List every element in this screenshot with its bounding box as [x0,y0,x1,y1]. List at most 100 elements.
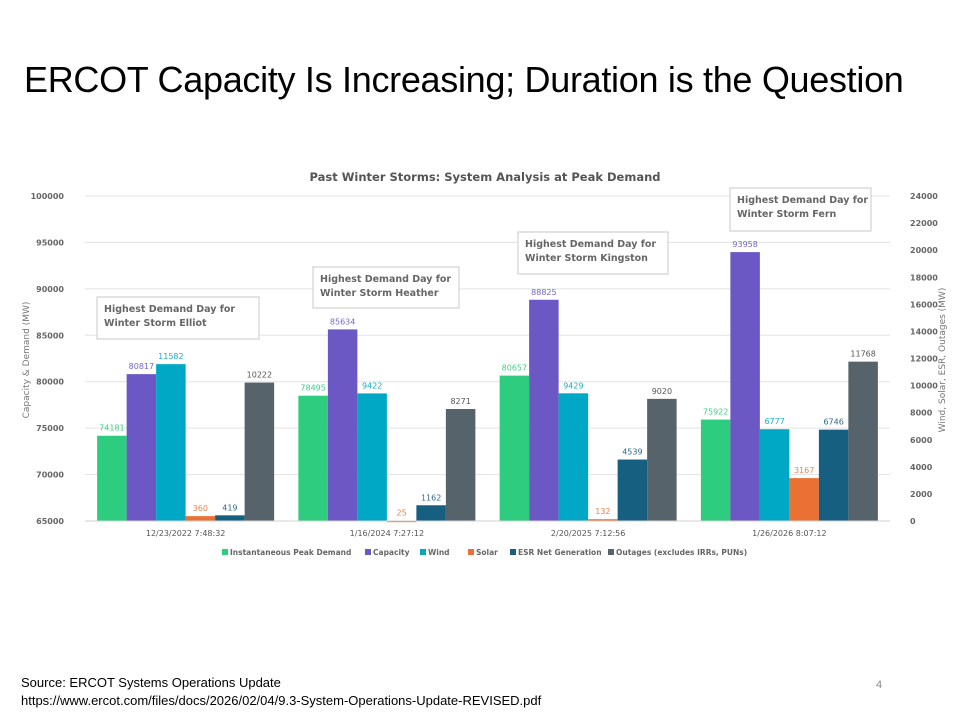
annotation-line2: Winter Storm Heather [320,288,439,299]
legend-label: Outages (excludes IRRs, PUNs) [616,548,747,557]
data-label: 93958 [732,240,757,249]
legend-item: Capacity [365,548,410,557]
legend-label: Solar [476,548,498,557]
annotation-frame [312,266,460,309]
y2-tick-label: 24000 [910,192,938,201]
y2-tick-label: 10000 [910,382,938,391]
annotation-line2: Winter Storm Elliot [104,318,207,329]
data-label: 80817 [129,362,154,371]
data-label: 78495 [300,384,325,393]
data-label: 4539 [622,448,642,457]
bar-instantaneous-peak-demand [700,419,731,521]
y2-tick-label: 16000 [910,300,938,309]
data-label: 75922 [703,408,728,417]
bar-outages-excludes-irrs-puns- [848,361,878,521]
y2-tick-label: 6000 [910,436,933,445]
annotation-line1: Highest Demand Day for [104,304,235,315]
y-axis-right: 0 2000 4000 6000 8000 10000 12000 14000 16000 180… [910,192,938,526]
source-url[interactable]: https://www.ercot.com/files/docs/2026/02… [21,693,542,708]
y-axis-left: 65000 70000 75000 80000 85000 90000 95000 10000… [31,192,65,526]
legend-swatch [608,549,614,555]
legend-label: Instantaneous Peak Demand [230,548,351,557]
data-label: 8271 [450,397,470,406]
bar-instantaneous-peak-demand [97,435,127,521]
y2-tick-label: 0 [910,517,916,526]
annotation-frame [729,187,872,232]
chart-container: Past Winter Storms: System Analysis at P… [0,160,960,570]
legend-item: Outages (excludes IRRs, PUNs) [608,548,747,557]
y-tick-label: 65000 [36,517,64,526]
legend-swatch [468,549,474,555]
annotation-line2: Winter Storm Kingston [525,253,648,264]
x-axis: 12/23/2022 7:48:32 1/16/2024 7:27:12 2/20/… [85,520,890,538]
annotation-line1: Highest Demand Day for [320,274,451,285]
legend-swatch [510,549,516,555]
page-number: 4 [876,679,883,691]
legend: Instantaneous Peak Demand Capacity Wind Sol… [222,548,747,557]
bar-chart: Past Winter Storms: System Analysis at P… [22,170,948,557]
bar-solar [185,516,216,521]
annotation-line1: Highest Demand Day for [525,239,656,250]
annotation-box: Highest Demand Day for Winter Storm Heath… [312,266,460,309]
y-axis-right-title: Wind, Solar, ESR, Outages (MW) [938,288,948,433]
data-label: 80657 [502,364,527,373]
legend-swatch [420,549,426,555]
bar-capacity [730,252,760,521]
bar-wind [156,364,186,521]
y2-tick-label: 20000 [910,246,938,255]
legend-item: Instantaneous Peak Demand [222,548,351,557]
data-label: 3167 [794,466,814,475]
bar-outages-excludes-irrs-puns- [445,408,476,521]
y-tick-label: 85000 [36,331,64,340]
bar-esr-net-generation [818,429,849,521]
bar-esr-net-generation [215,515,245,521]
legend-label: Capacity [373,548,410,557]
annotation-line2: Winter Storm Fern [737,209,837,220]
annotation-box: Highest Demand Day for Winter Storm Kings… [517,231,669,275]
bar-instantaneous-peak-demand [298,395,328,521]
y-axis-left-title: Capacity & Demand (MW) [22,302,32,419]
data-label: 10222 [247,371,272,380]
x-tick-label: 12/23/2022 7:48:32 [146,529,226,538]
legend-item: ESR Net Generation [510,548,602,557]
bar-esr-net-generation [416,505,446,521]
data-label: 88825 [531,288,556,297]
source-note: Source: ERCOT Systems Operations Update … [21,674,541,710]
y-tick-label: 75000 [36,424,64,433]
data-label: 9020 [652,387,672,396]
data-label: 132 [595,507,610,516]
data-label: 360 [193,504,208,513]
bar-outages-excludes-irrs-puns- [244,382,275,521]
data-label: 85634 [330,317,355,326]
data-label: 419 [222,503,237,512]
data-label: 6746 [823,418,843,427]
data-labels: 74181 80817 11582 360 419 10222 78495 85634 9422… [99,240,876,518]
y2-tick-label: 14000 [910,327,938,336]
y2-tick-label: 2000 [910,490,933,499]
bar-esr-net-generation [617,459,648,521]
bar-wind [357,393,387,521]
bar-capacity [327,329,358,521]
bar-solar [588,519,618,521]
y2-tick-label: 4000 [910,463,933,472]
annotation-frame [96,296,260,340]
slide-title: ERCOT Capacity Is Increasing; Duration i… [24,59,904,100]
data-label: 11582 [158,352,183,361]
legend-swatch [222,549,228,555]
bars [97,252,878,523]
annotation-line1: Highest Demand Day for [737,195,868,206]
data-label: 74181 [99,424,124,433]
annotation-frame [517,231,669,275]
data-label: 6777 [764,417,784,426]
x-tick-label: 1/16/2024 7:27:12 [350,529,424,538]
data-label: 11768 [850,350,875,359]
legend-item: Solar [468,548,498,557]
y2-tick-label: 12000 [910,355,938,364]
annotation-box: Highest Demand Day for Winter Storm Fern [729,187,872,232]
x-tick-label: 1/26/2026 8:07:12 [752,529,826,538]
chart-title: Past Winter Storms: System Analysis at P… [309,170,660,184]
annotations: Highest Demand Day for Winter Storm Ellio… [96,187,872,340]
bar-capacity [126,374,157,521]
legend-swatch [365,549,371,555]
x-tick-label: 2/20/2025 7:12:56 [551,529,625,538]
